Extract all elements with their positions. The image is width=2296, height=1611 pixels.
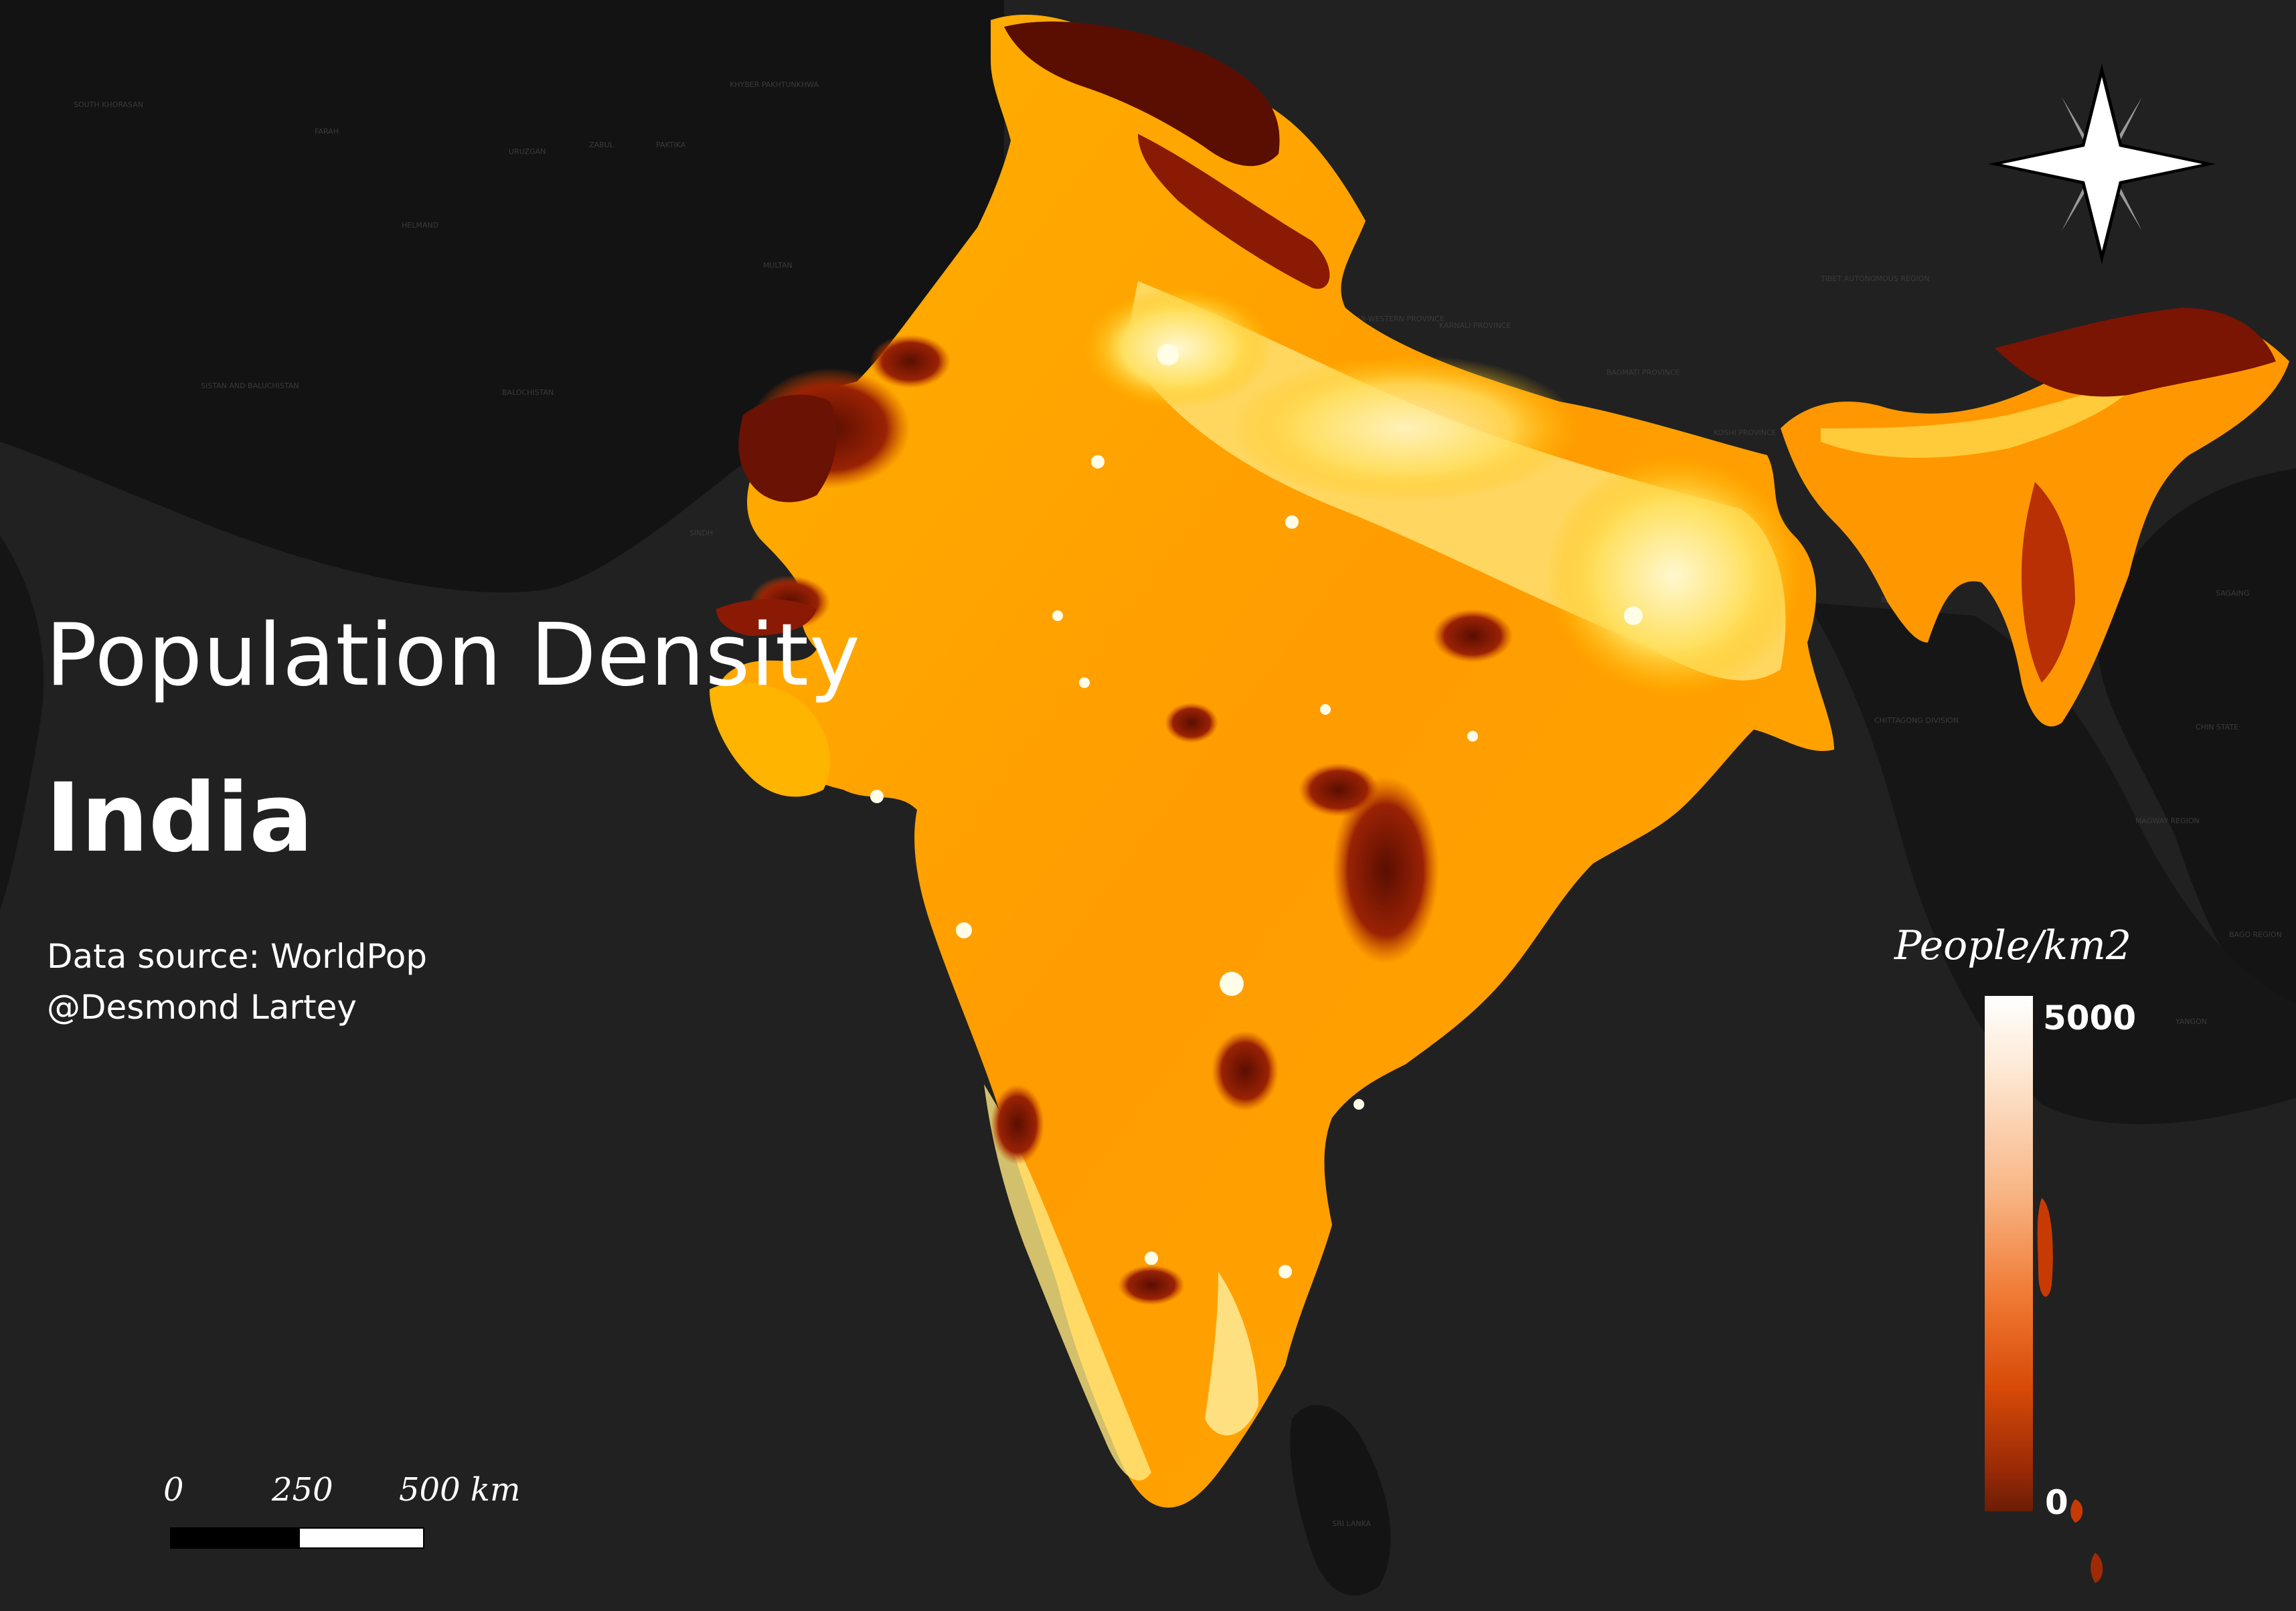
svg-text:FARAH: FARAH	[315, 127, 339, 136]
svg-text:BAGMATI PROVINCE: BAGMATI PROVINCE	[1607, 368, 1679, 377]
legend-title: People/km2	[1894, 922, 2132, 969]
legend-max-label: 5000	[2043, 999, 2137, 1037]
svg-text:SAGAING: SAGAING	[2216, 589, 2250, 598]
svg-text:FAR-WESTERN PROVINCE: FAR-WESTERN PROVINCE	[1352, 315, 1445, 323]
india-mainland	[718, 14, 1834, 1508]
svg-text:KARNALI PROVINCE: KARNALI PROVINCE	[1439, 321, 1511, 330]
svg-text:YANGON: YANGON	[2175, 1017, 2207, 1026]
svg-text:SISTAN AND BALUCHISTAN: SISTAN AND BALUCHISTAN	[201, 381, 299, 390]
svg-text:MAGWAY REGION: MAGWAY REGION	[2135, 817, 2200, 825]
svg-text:MULTAN: MULTAN	[763, 261, 793, 270]
india-density-raster	[710, 14, 2289, 1583]
svg-text:CHITTAGONG DIVISION: CHITTAGONG DIVISION	[1874, 716, 1959, 725]
compass-rose-icon	[1988, 64, 2216, 264]
svg-text:ZABUL: ZABUL	[589, 141, 614, 149]
scale-label-250: 250	[272, 1471, 333, 1509]
svg-text:KHYBER PAKHTUNKHWA: KHYBER PAKHTUNKHWA	[730, 80, 819, 89]
svg-text:URUZGAN: URUZGAN	[509, 147, 546, 156]
scale-bar-segment-dark	[170, 1527, 299, 1549]
svg-text:CHIN STATE: CHIN STATE	[2196, 723, 2238, 732]
legend-color-ramp	[1985, 996, 2033, 1511]
basemap-labels: SOUTH KHORASAN FARAH URUZGAN ZABUL PAKTI…	[74, 80, 2282, 1528]
svg-text:SRI LANKA: SRI LANKA	[1332, 1519, 1372, 1528]
svg-text:HELMAND: HELMAND	[402, 221, 438, 230]
data-source-credit: Data source: WorldPop	[47, 937, 428, 976]
scale-label-0: 0	[163, 1471, 184, 1509]
svg-text:PAKTIKA: PAKTIKA	[656, 141, 686, 149]
legend-min-label: 0	[2045, 1483, 2068, 1522]
svg-text:SINDH: SINDH	[689, 529, 713, 537]
map-subtitle: India	[46, 763, 314, 873]
scale-bar-segment-light	[299, 1527, 424, 1549]
svg-text:BALOCHISTAN: BALOCHISTAN	[502, 388, 554, 397]
scale-label-500km: 500 km	[399, 1471, 521, 1509]
svg-text:SOUTH KHORASAN: SOUTH KHORASAN	[74, 100, 143, 109]
svg-text:KOSHI PROVINCE: KOSHI PROVINCE	[1714, 428, 1777, 437]
svg-text:BAGO REGION: BAGO REGION	[2229, 930, 2282, 939]
map-title: Population Density	[46, 606, 861, 705]
svg-text:TIBET AUTONOMOUS REGION: TIBET AUTONOMOUS REGION	[1820, 274, 1929, 283]
city-lights	[870, 344, 1643, 1278]
author-credit: @Desmond Lartey	[47, 988, 357, 1027]
